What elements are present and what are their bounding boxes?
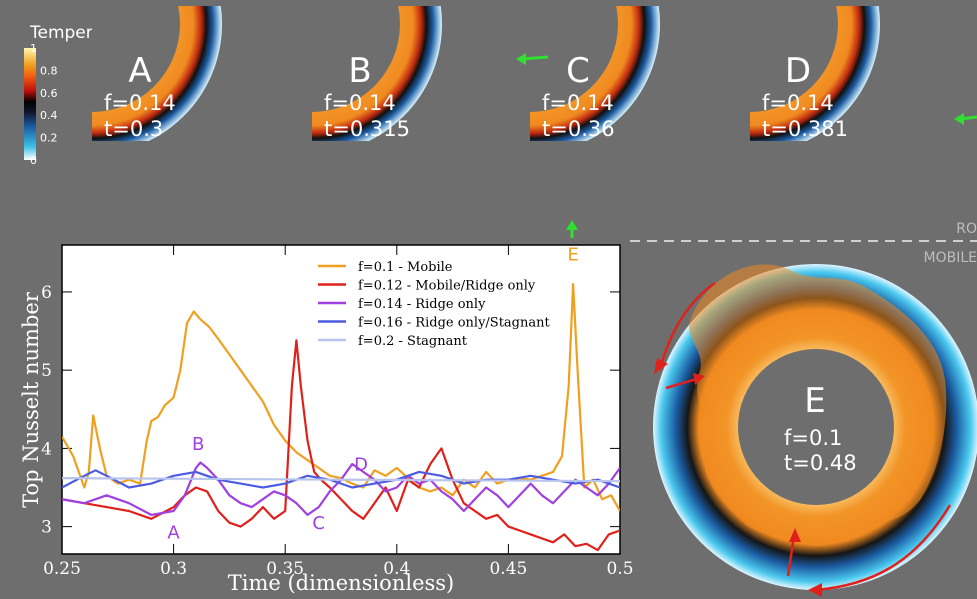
colorbar-tick-label: 0.2 [40, 132, 58, 145]
annotation-D: D [354, 454, 368, 475]
regime-label-upper: RO [956, 221, 977, 237]
arrow-upper-left-head [654, 358, 668, 374]
snapshot-t: t=0.3 [104, 117, 163, 141]
arrow-small-left-head [693, 373, 705, 385]
x-tick-label: 0.4 [383, 559, 410, 579]
snapshot-f: f=0.14 [324, 91, 396, 115]
arrow-upper-left [658, 281, 716, 371]
snapshot-D: Df=0.14t=0.381 [750, 6, 880, 141]
legend-label: f=0.1 - Mobile [358, 260, 453, 275]
annotation-E: E [567, 245, 578, 266]
x-tick-label: 0.45 [489, 559, 527, 579]
chart-annotations: A B C D E [167, 245, 578, 544]
green-arrow-head [954, 113, 964, 125]
shell-inner [750, 6, 838, 112]
colorbar-tick-label: 0.8 [40, 64, 58, 77]
colorbar-ticks: 10.8 0.6 0.4 0.20 [30, 42, 58, 167]
quarter-shell [92, 6, 222, 141]
series-line-0 [62, 283, 620, 512]
snapshot-B: Bf=0.14t=0.315 [312, 6, 442, 141]
snapshot-t: t=0.36 [542, 117, 615, 141]
snapshot-t: t=0.381 [762, 117, 848, 141]
snapshot-C: Cf=0.14t=0.36 [530, 6, 660, 141]
arrow-bottom-right [814, 504, 952, 592]
snapshot-letter: B [348, 51, 371, 91]
legend-label: f=0.2 - Stagnant [358, 334, 468, 349]
snapshot-E-t: t=0.48 [784, 451, 857, 475]
regime-separator: RO MOBILE [630, 221, 977, 266]
colorbar-tick-label: 1 [30, 42, 37, 55]
snapshot-E-letter: E [804, 381, 825, 421]
y-tick-label: 6 [41, 283, 52, 303]
legend-label: f=0.14 - Ridge only [358, 297, 486, 312]
series-line-4 [62, 477, 620, 483]
colorbar-gradient [24, 48, 36, 160]
snapshot-f: f=0.14 [762, 91, 834, 115]
arrow-bottom-right-head [808, 583, 822, 597]
snapshot-f: f=0.14 [542, 91, 614, 115]
shell-inner [530, 6, 618, 112]
y-axis-label: Top Nusselt number [19, 291, 43, 508]
green-arrow-head [566, 220, 578, 230]
y-tick-label: 3 [41, 518, 52, 538]
arrow-up-bottom [786, 535, 796, 577]
annotation-C: C [312, 513, 325, 534]
legend-label: f=0.16 - Ridge only/Stagnant [358, 316, 551, 331]
x-tick-label: 0.35 [266, 559, 304, 579]
x-axis-label: Time (dimensionless) [228, 571, 455, 595]
regime-label-lower: MOBILE [924, 250, 977, 266]
snapshot-E-f: f=0.1 [784, 426, 842, 450]
snapshot-E: E f=0.1 t=0.48 [653, 264, 977, 597]
series-line-2 [62, 461, 620, 516]
chart-legend: f=0.1 - Mobile f=0.12 - Mobile/Ridge only… [318, 260, 551, 349]
snapshot-row: Af=0.14t=0.3Bf=0.14t=0.315Cf=0.14t=0.36D… [92, 6, 977, 238]
series-line-1 [62, 339, 620, 552]
green-arrow [521, 55, 549, 61]
nusselt-chart: 0.25 0.3 0.35 0.4 0.45 0.5 3 4 5 6 A B C D E f=0.1 - … [19, 244, 634, 595]
shell-inner [312, 6, 400, 112]
x-tick-label: 0.25 [43, 559, 81, 579]
annotation-B: B [192, 434, 204, 455]
legend-label: f=0.12 - Mobile/Ridge only [358, 279, 536, 294]
colorbar-tick-label: 0 [30, 154, 37, 167]
y-tick-label: 4 [41, 439, 52, 459]
snapshot-letter: D [785, 51, 811, 91]
x-tick-label: 0.3 [160, 559, 187, 579]
chart-ticks: 0.25 0.3 0.35 0.4 0.45 0.5 3 4 5 6 [41, 245, 634, 579]
snapshot-A: Af=0.14t=0.3 [92, 6, 222, 141]
x-tick-label: 0.5 [606, 559, 633, 579]
snapshot-f: f=0.14 [104, 91, 176, 115]
y-tick-label: 5 [41, 361, 52, 381]
snapshot-letter: A [128, 51, 151, 91]
chart-series [62, 283, 620, 552]
shell-inner [92, 6, 180, 112]
colorbar-tick-label: 0.6 [40, 87, 58, 100]
colorbar-tick-label: 0.4 [40, 109, 58, 122]
snapshot-letter: C [566, 51, 590, 91]
quarter-shell [312, 6, 442, 141]
quarter-shell [530, 6, 660, 141]
green-arrow-head [516, 53, 526, 65]
annulus-E-inner [738, 349, 894, 505]
arrow-up-bottom-head [789, 528, 801, 542]
plot-area [61, 244, 621, 555]
annotation-A: A [167, 522, 180, 543]
quarter-shell [750, 6, 880, 141]
snapshot-t: t=0.315 [324, 117, 410, 141]
